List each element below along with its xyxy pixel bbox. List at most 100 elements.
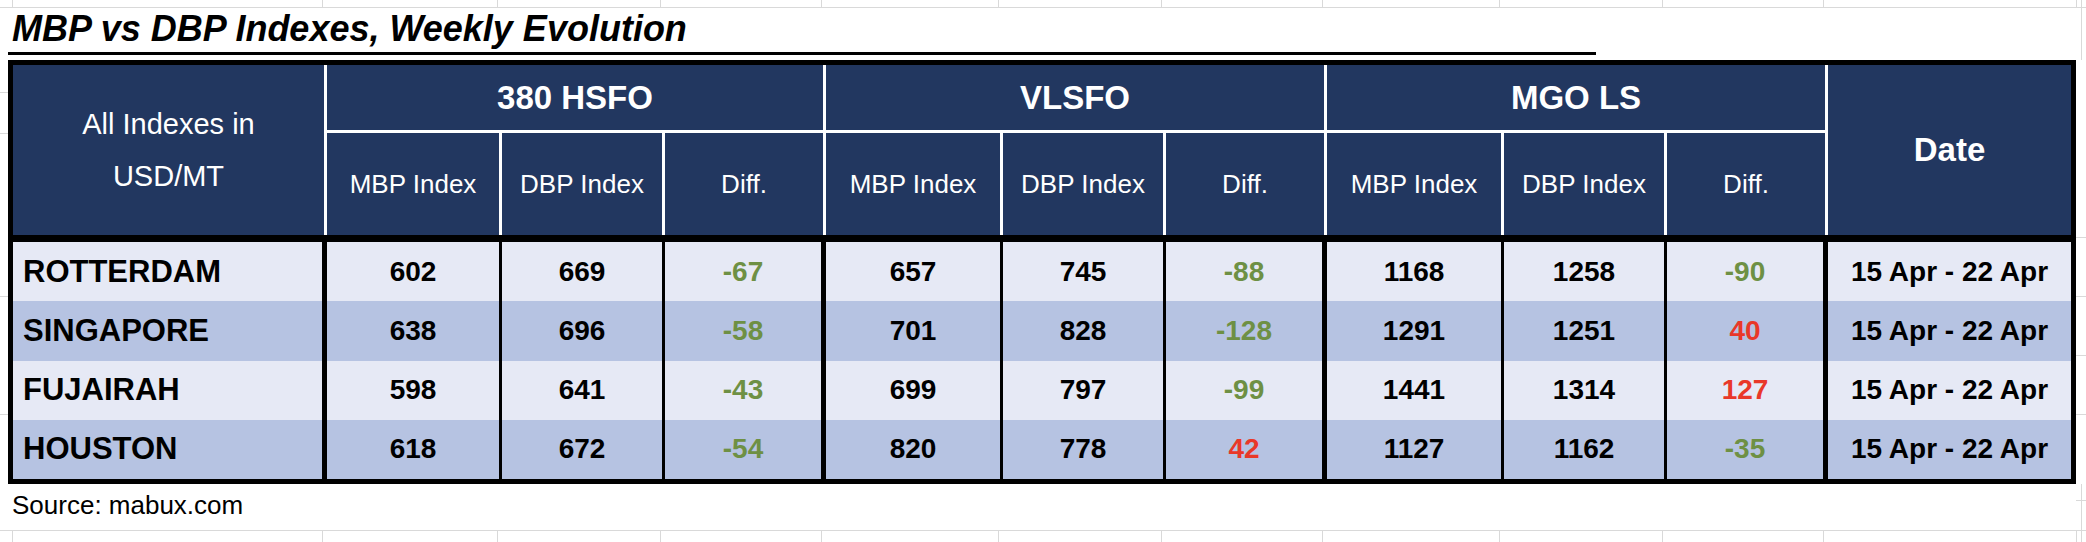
value-cell: 638: [327, 301, 502, 360]
diff-cell: -54: [665, 420, 826, 479]
diff-cell: -67: [665, 242, 826, 301]
diff-cell: 127: [1667, 361, 1828, 420]
diff-cell: -88: [1166, 242, 1327, 301]
gridline: [1662, 0, 1663, 7]
gridline: [2081, 484, 2082, 542]
value-cell: 1127: [1327, 420, 1504, 479]
gridline: [2076, 355, 2086, 356]
gridline: [821, 530, 822, 542]
value-cell: 669: [502, 242, 665, 301]
city-cell-rotterdam: ROTTERDAM: [13, 242, 327, 301]
header-divider: [13, 235, 2071, 242]
page-title: MBP vs DBP Indexes, Weekly Evolution: [12, 8, 687, 50]
value-cell: 1314: [1504, 361, 1667, 420]
date-cell: 15 Apr - 22 Apr: [1828, 420, 2071, 479]
gridline: [497, 530, 498, 542]
date-cell: 15 Apr - 22 Apr: [1828, 242, 2071, 301]
corner-header-units: All Indexes in USD/MT: [13, 65, 327, 235]
gridline: [998, 0, 999, 7]
subheader-mgo-mbp: MBP Index: [1327, 133, 1504, 235]
gridline: [0, 133, 8, 134]
value-cell: 1168: [1327, 242, 1504, 301]
gridline: [322, 530, 323, 542]
diff-cell: -99: [1166, 361, 1327, 420]
city-cell-singapore: SINGAPORE: [13, 301, 327, 360]
corner-header-line1: All Indexes in: [82, 98, 255, 150]
value-cell: 602: [327, 242, 502, 301]
subheader-mgo-dbp: DBP Index: [1504, 133, 1667, 235]
subheader-vlsfo-diff: Diff.: [1166, 133, 1327, 235]
date-cell: 15 Apr - 22 Apr: [1828, 361, 2071, 420]
group-header-mgo-ls: MGO LS: [1327, 65, 1828, 133]
group-header-vlsfo: VLSFO: [826, 65, 1327, 133]
gridline: [12, 530, 13, 542]
diff-cell: -90: [1667, 242, 1828, 301]
date-column-header: Date: [1828, 65, 2071, 235]
diff-cell: 40: [1667, 301, 1828, 360]
gridline: [1322, 530, 1323, 542]
diff-cell: 42: [1166, 420, 1327, 479]
gridline: [2081, 0, 2082, 60]
value-cell: 598: [327, 361, 502, 420]
diff-cell: -43: [665, 361, 826, 420]
gridline: [2076, 0, 2077, 7]
title-underline: [8, 52, 1596, 55]
gridline: [1823, 0, 1824, 7]
gridline: [1499, 530, 1500, 542]
gridline: [1322, 0, 1323, 7]
value-cell: 657: [826, 242, 1003, 301]
gridline: [12, 0, 13, 7]
gridline: [1161, 530, 1162, 542]
city-cell-fujairah: FUJAIRAH: [13, 361, 327, 420]
value-cell: 828: [1003, 301, 1166, 360]
value-cell: 778: [1003, 420, 1166, 479]
value-cell: 618: [327, 420, 502, 479]
source-note: Source: mabux.com: [12, 490, 243, 521]
gridline: [1662, 530, 1663, 542]
gridline: [2076, 237, 2086, 238]
value-cell: 641: [502, 361, 665, 420]
gridline: [998, 530, 999, 542]
subheader-mgo-diff: Diff.: [1667, 133, 1828, 235]
subheader-hsfo-mbp: MBP Index: [327, 133, 502, 235]
value-cell: 699: [826, 361, 1003, 420]
value-cell: 797: [1003, 361, 1166, 420]
corner-header-line2: USD/MT: [113, 150, 224, 202]
indexes-table: All Indexes in USD/MT 380 HSFO VLSFO MGO…: [8, 60, 2076, 484]
diff-cell: -58: [665, 301, 826, 360]
gridline: [0, 92, 8, 93]
subheader-vlsfo-dbp: DBP Index: [1003, 133, 1166, 235]
gridline: [322, 0, 323, 7]
gridline: [660, 530, 661, 542]
value-cell: 696: [502, 301, 665, 360]
gridline: [660, 0, 661, 7]
value-cell: 1291: [1327, 301, 1504, 360]
date-cell: 15 Apr - 22 Apr: [1828, 301, 2071, 360]
gridline: [2076, 414, 2086, 415]
subheader-hsfo-diff: Diff.: [665, 133, 826, 235]
value-cell: 745: [1003, 242, 1166, 301]
value-cell: 1441: [1327, 361, 1504, 420]
city-cell-houston: HOUSTON: [13, 420, 327, 479]
value-cell: 820: [826, 420, 1003, 479]
value-cell: 1162: [1504, 420, 1667, 479]
subheader-hsfo-dbp: DBP Index: [502, 133, 665, 235]
gridline: [0, 414, 8, 415]
group-header-380-hsfo: 380 HSFO: [327, 65, 826, 133]
value-cell: 1258: [1504, 242, 1667, 301]
value-cell: 701: [826, 301, 1003, 360]
gridline: [0, 530, 2086, 531]
gridline: [1161, 0, 1162, 7]
diff-cell: -128: [1166, 301, 1327, 360]
diff-cell: -35: [1667, 420, 1828, 479]
value-cell: 672: [502, 420, 665, 479]
spreadsheet-canvas: MBP vs DBP Indexes, Weekly Evolution All…: [0, 0, 2086, 542]
gridline: [821, 0, 822, 7]
gridline: [2076, 530, 2077, 542]
gridline: [1499, 0, 1500, 7]
gridline: [2076, 296, 2086, 297]
gridline: [1823, 530, 1824, 542]
gridline: [497, 0, 498, 7]
gridline: [0, 296, 8, 297]
value-cell: 1251: [1504, 301, 1667, 360]
